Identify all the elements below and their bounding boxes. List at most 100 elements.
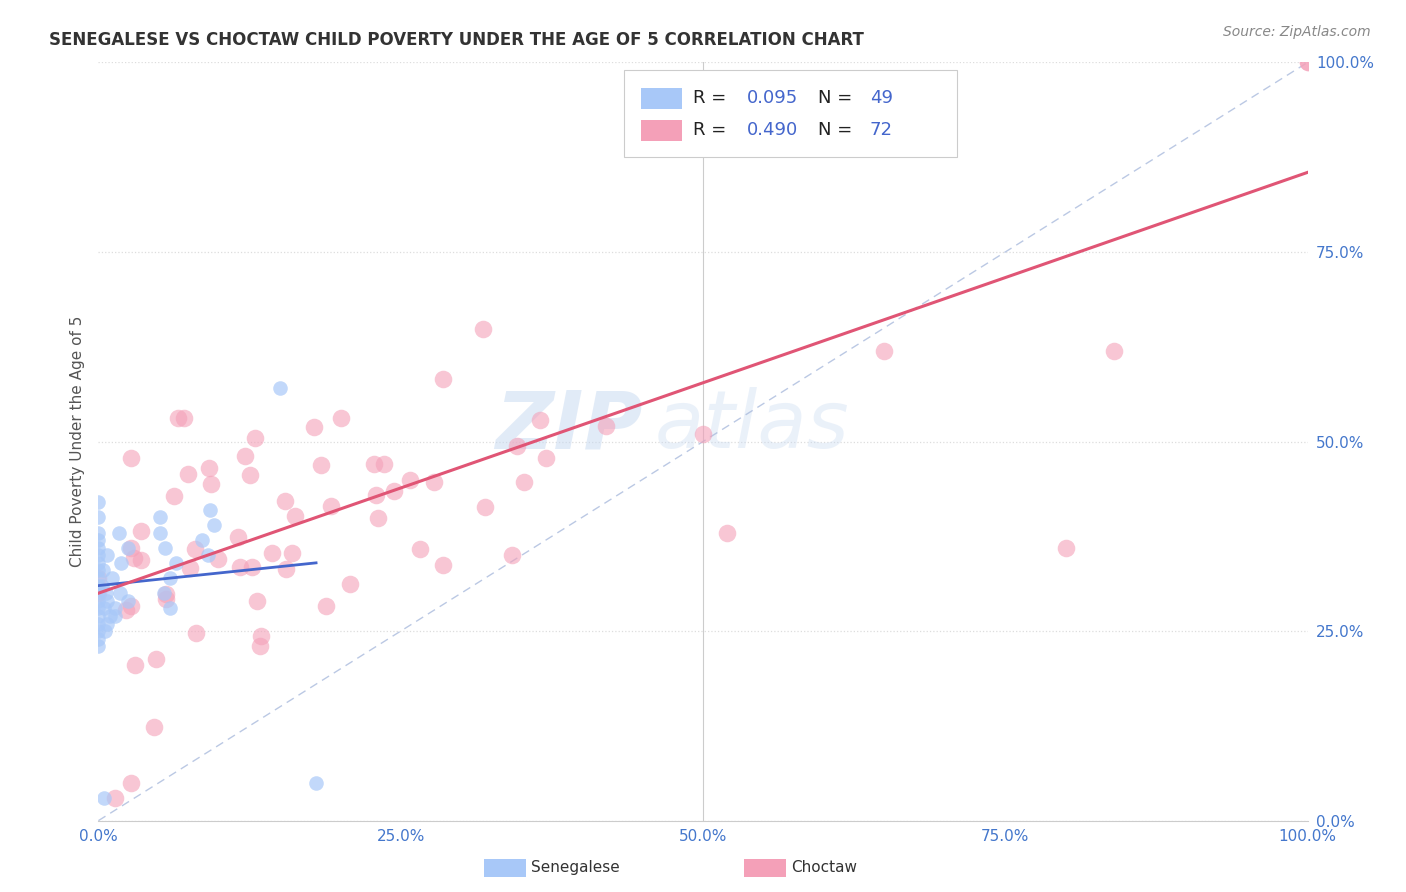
Point — [283, 508, 305, 523]
Point — [94, 624, 117, 639]
Point — [226, 530, 249, 544]
Point — [149, 510, 172, 524]
Point — [87, 579, 110, 593]
Point — [101, 571, 124, 585]
Point — [309, 458, 332, 472]
Point — [159, 601, 181, 615]
Point — [87, 541, 110, 555]
Point — [529, 413, 551, 427]
Point — [87, 632, 110, 646]
Point — [399, 473, 422, 487]
Point — [280, 546, 302, 560]
FancyBboxPatch shape — [624, 70, 957, 157]
Text: R =: R = — [693, 89, 733, 107]
Text: ZIP: ZIP — [495, 387, 643, 466]
Point — [184, 542, 207, 557]
Text: N =: N = — [818, 89, 858, 107]
Point — [200, 477, 222, 491]
Point — [121, 776, 143, 790]
Point — [87, 601, 110, 615]
Point — [274, 562, 297, 576]
Text: Source: ZipAtlas.com: Source: ZipAtlas.com — [1223, 25, 1371, 39]
Point — [87, 624, 110, 639]
Point — [274, 494, 297, 508]
Point — [87, 495, 110, 509]
Point — [155, 541, 177, 555]
Point — [120, 541, 142, 555]
Point — [96, 594, 118, 608]
FancyBboxPatch shape — [641, 88, 682, 110]
Point — [98, 608, 121, 623]
Point — [117, 594, 139, 608]
Point — [330, 410, 353, 425]
Point — [173, 411, 195, 425]
Point — [167, 411, 190, 425]
Point — [91, 579, 114, 593]
Text: 49: 49 — [870, 89, 893, 107]
Point — [366, 488, 388, 502]
Point — [339, 577, 361, 591]
Point — [873, 343, 896, 358]
Point — [87, 586, 110, 600]
Point — [423, 475, 446, 490]
Point — [239, 467, 262, 482]
Point — [432, 372, 454, 386]
Point — [124, 657, 146, 672]
Point — [207, 552, 229, 566]
Text: Senegalese: Senegalese — [531, 861, 620, 875]
Point — [506, 439, 529, 453]
Point — [243, 431, 266, 445]
Point — [120, 599, 142, 613]
Point — [269, 382, 291, 396]
Point — [93, 791, 115, 805]
Text: 72: 72 — [870, 121, 893, 139]
Point — [163, 489, 186, 503]
Point — [716, 525, 738, 540]
Point — [304, 420, 326, 434]
Point — [153, 586, 176, 600]
Point — [87, 571, 110, 585]
Point — [129, 553, 152, 567]
Point — [87, 594, 110, 608]
Point — [87, 639, 110, 653]
Point — [409, 542, 432, 557]
Point — [142, 720, 165, 734]
Point — [108, 586, 131, 600]
FancyBboxPatch shape — [641, 120, 682, 141]
Point — [382, 484, 405, 499]
Point — [692, 427, 714, 442]
Point — [1102, 343, 1125, 358]
Point — [1296, 55, 1319, 70]
Point — [1054, 541, 1077, 555]
Point — [249, 639, 271, 653]
Point — [155, 591, 177, 606]
Point — [87, 548, 110, 563]
Point — [110, 556, 132, 570]
Point — [114, 603, 136, 617]
Text: SENEGALESE VS CHOCTAW CHILD POVERTY UNDER THE AGE OF 5 CORRELATION CHART: SENEGALESE VS CHOCTAW CHILD POVERTY UNDE… — [49, 31, 865, 49]
Point — [534, 450, 557, 465]
Point — [198, 461, 221, 475]
Point — [108, 525, 131, 540]
Point — [177, 467, 200, 482]
Text: 0.490: 0.490 — [747, 121, 797, 139]
Point — [96, 616, 118, 631]
Point — [432, 558, 454, 573]
Point — [319, 499, 342, 513]
Text: Choctaw: Choctaw — [792, 861, 858, 875]
Point — [93, 601, 115, 615]
Point — [229, 559, 252, 574]
Point — [124, 550, 146, 565]
Point — [305, 776, 328, 790]
Point — [87, 525, 110, 540]
Point — [87, 586, 110, 600]
Point — [1296, 55, 1319, 70]
Point — [179, 561, 201, 575]
Point — [149, 525, 172, 540]
Point — [315, 599, 337, 613]
Point — [104, 791, 127, 805]
Point — [87, 533, 110, 548]
Text: 0.095: 0.095 — [747, 89, 797, 107]
Point — [513, 475, 536, 490]
Point — [471, 321, 494, 335]
